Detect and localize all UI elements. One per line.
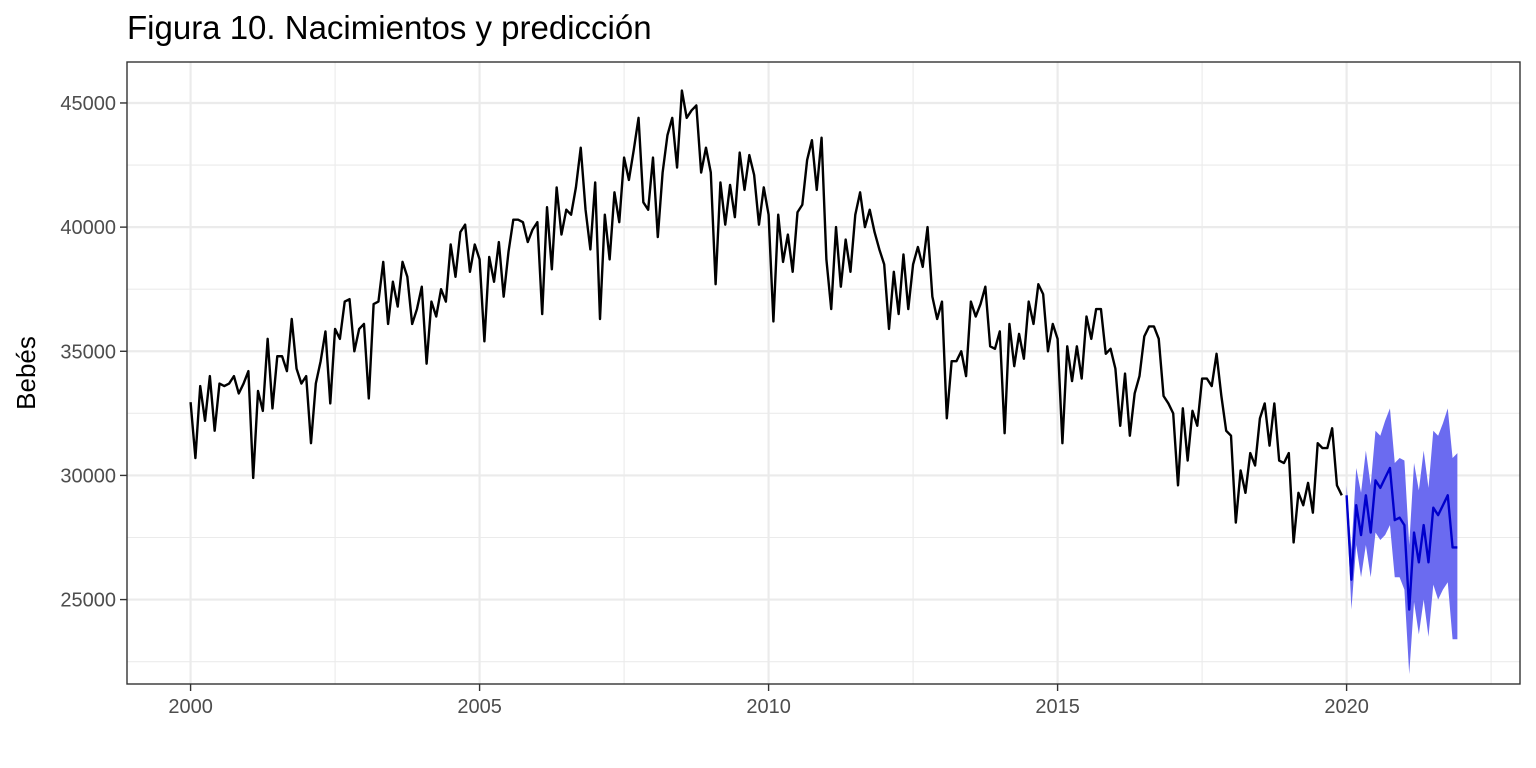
x-tick-label: 2015	[1035, 696, 1080, 718]
x-tick-label: 2020	[1324, 696, 1369, 718]
y-tick-label: 45000	[60, 93, 116, 115]
y-tick-label: 35000	[60, 341, 116, 363]
minor-gridlines	[127, 62, 1520, 684]
series-lines-layer	[189, 89, 1458, 611]
major-gridlines	[127, 62, 1520, 684]
y-tick-label: 30000	[60, 465, 116, 487]
forecast-line	[1345, 466, 1458, 611]
y-axis: 25000 30000 35000 40000 45000	[60, 93, 127, 612]
observed-births-line	[189, 89, 1343, 544]
y-tick-label: 25000	[60, 590, 116, 612]
chart-title: Figura 10. Nacimientos y predicción	[127, 9, 652, 46]
y-axis-label: Bebés	[11, 336, 41, 410]
panel-border	[126, 61, 1521, 685]
x-axis: 2000 2005 2010 2015 2020	[168, 684, 1369, 718]
x-tick-label: 2005	[457, 696, 502, 718]
x-tick-label: 2010	[746, 696, 791, 718]
prediction-interval-layer	[1346, 408, 1458, 675]
y-tick-label: 40000	[60, 217, 116, 239]
x-tick-label: 2000	[168, 696, 213, 718]
prediction-interval-band	[1346, 408, 1458, 675]
